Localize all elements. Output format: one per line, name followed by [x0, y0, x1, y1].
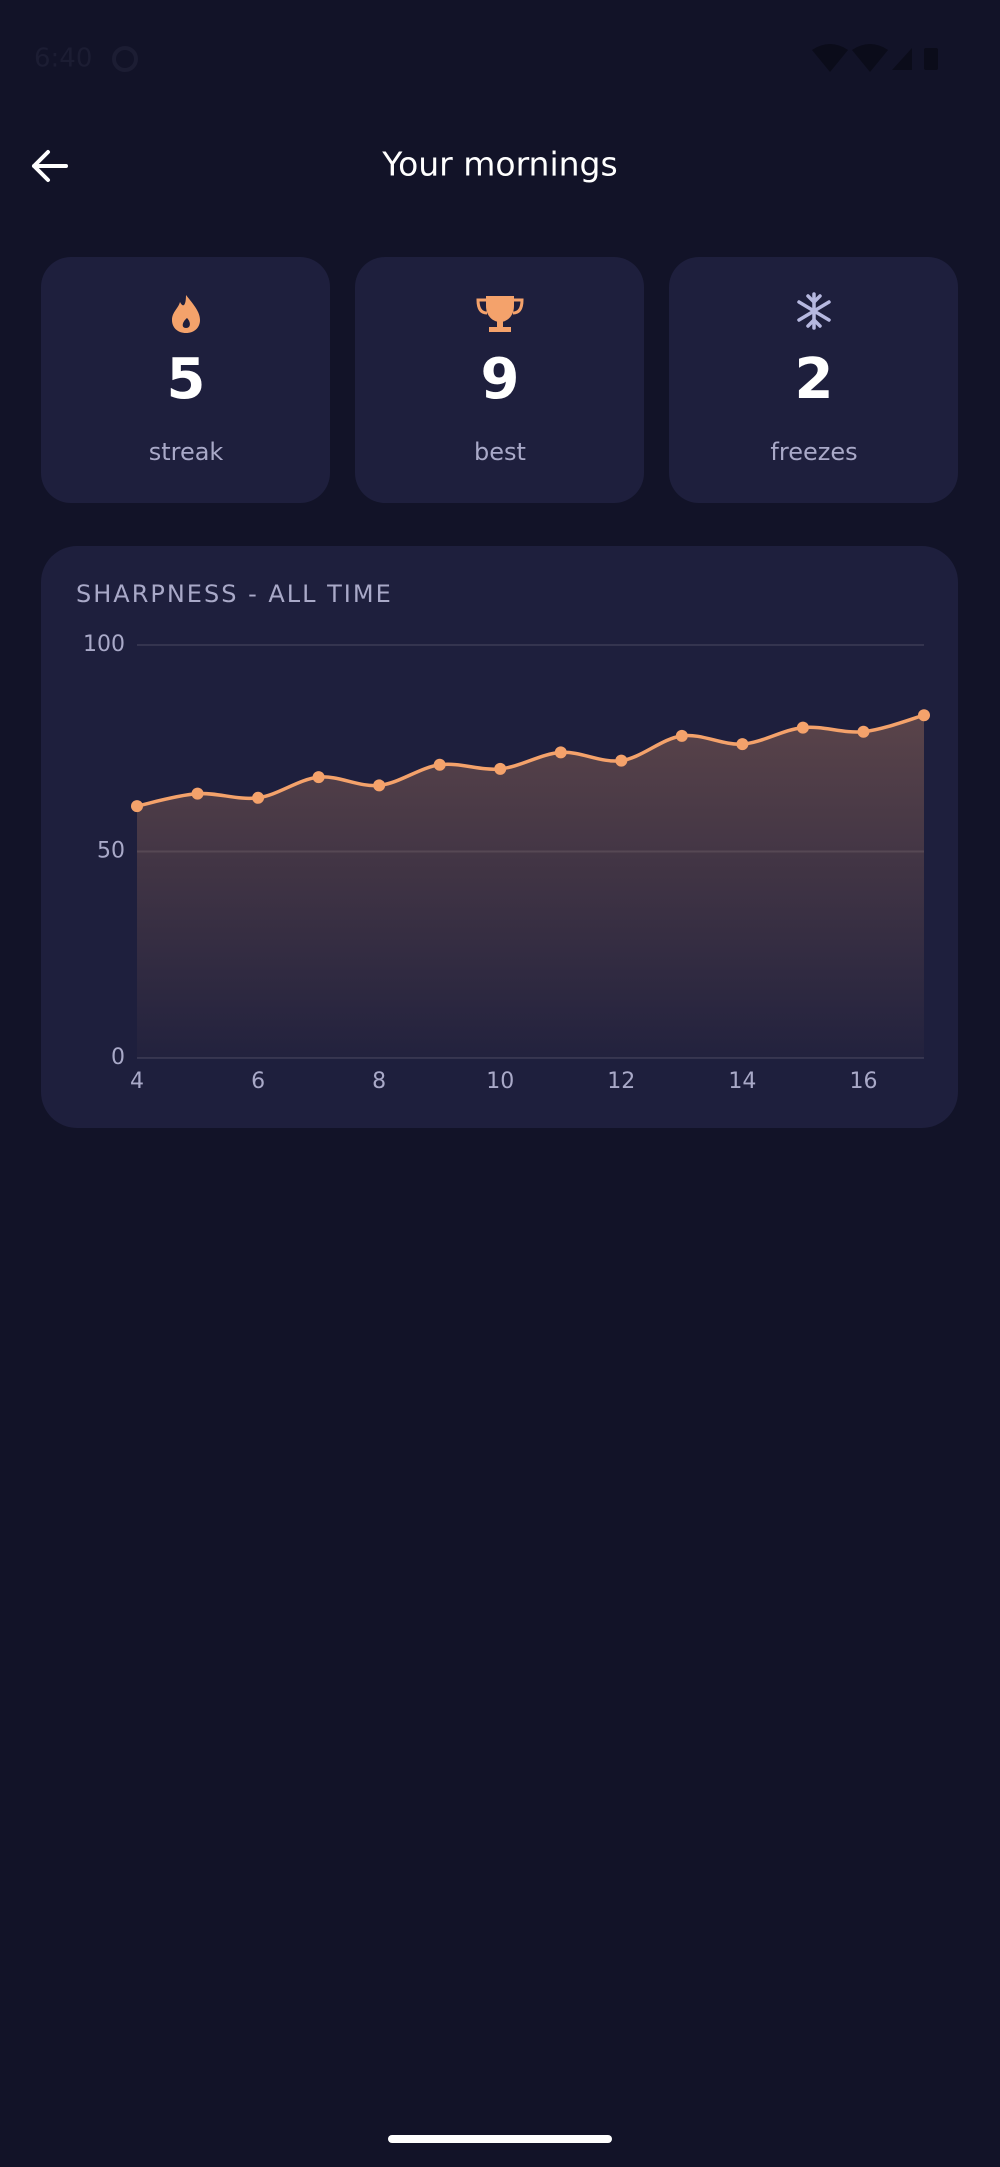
- home-indicator: [388, 2135, 612, 2143]
- point: [312, 771, 325, 784]
- y-tick-label: 50: [97, 839, 125, 864]
- status-time: 6:40: [34, 44, 92, 74]
- stat-label: streak: [149, 438, 224, 466]
- x-tick-label: 16: [849, 1069, 877, 1094]
- stat-card: [355, 257, 644, 503]
- point: [736, 738, 749, 751]
- stat-value: 5: [167, 347, 206, 412]
- point: [494, 762, 507, 775]
- point: [615, 754, 628, 767]
- point: [252, 791, 265, 804]
- point: [918, 709, 930, 722]
- flame-icon-inner: [182, 318, 190, 328]
- flame-icon: [172, 295, 200, 333]
- stat-label: best: [474, 438, 526, 466]
- point: [554, 746, 567, 759]
- line: [136, 713, 925, 808]
- back-button[interactable]: [32, 150, 68, 182]
- point: [796, 721, 809, 734]
- point: [131, 800, 143, 813]
- stat-card: [41, 257, 330, 503]
- x-tick-label: 4: [130, 1069, 144, 1094]
- stat-value: 2: [795, 347, 834, 412]
- x-tick-label: 14: [728, 1069, 756, 1094]
- stat-value: 9: [481, 347, 520, 412]
- trophy-icon: [476, 296, 524, 332]
- point: [373, 779, 386, 792]
- y-tick-label: 0: [111, 1045, 125, 1070]
- point: [857, 725, 870, 738]
- snowflake-icon: [797, 292, 831, 330]
- x-tick-label: 8: [372, 1069, 386, 1094]
- x-tick-label: 6: [251, 1069, 265, 1094]
- stat-card: [669, 257, 958, 503]
- status-icon: [112, 46, 138, 72]
- chart-title: SHARPNESS - ALL TIME: [76, 580, 393, 608]
- status-icons: [812, 44, 938, 72]
- point: [191, 787, 204, 800]
- area: [137, 715, 924, 1058]
- back-arrow[interactable]: [32, 150, 68, 182]
- x-tick-label: 12: [607, 1069, 635, 1094]
- page-title: Your mornings: [381, 145, 617, 184]
- y-tick-label: 100: [83, 632, 125, 657]
- x-tick-label: 10: [486, 1069, 514, 1094]
- point: [675, 729, 688, 742]
- stat-label: freezes: [770, 438, 857, 466]
- plot: 0 50 100 4 6 8 10 12 14 16: [83, 632, 930, 1094]
- point: [433, 758, 446, 771]
